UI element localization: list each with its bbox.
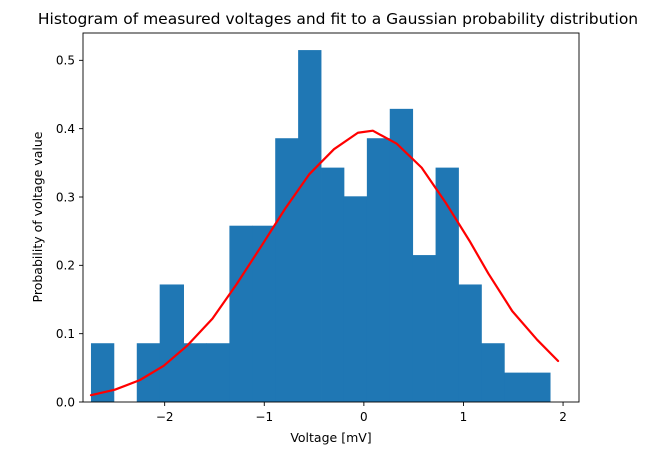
x-axis-label: Voltage [mV] bbox=[290, 430, 371, 445]
plot-frame bbox=[82, 32, 580, 403]
histogram-bar bbox=[252, 225, 276, 402]
histogram-bar bbox=[504, 372, 528, 402]
histogram-bar bbox=[481, 343, 505, 402]
histogram-bar bbox=[527, 372, 551, 402]
y-tick-label: 0.3 bbox=[56, 190, 75, 204]
histogram-bar bbox=[90, 343, 115, 402]
y-axis-label: Probability of voltage value bbox=[30, 131, 45, 302]
histogram-bar bbox=[412, 255, 436, 402]
histogram-bar bbox=[366, 138, 391, 403]
histogram-bar bbox=[458, 284, 482, 402]
histogram-bar bbox=[229, 225, 253, 402]
x-tick-label: −2 bbox=[156, 410, 174, 424]
gaussian-fit-line bbox=[89, 129, 560, 397]
x-axis-ticks: −2 −1 0 1 2 bbox=[156, 402, 567, 424]
y-tick-label: 0.2 bbox=[56, 259, 75, 273]
x-tick-label: 0 bbox=[360, 410, 368, 424]
y-axis-ticks: 0.0 0.1 0.2 0.3 0.4 0.5 bbox=[56, 54, 83, 409]
histogram-bar bbox=[298, 50, 322, 402]
histogram-bar bbox=[206, 343, 230, 402]
gaussian-fit-line-group bbox=[89, 129, 560, 397]
histogram-bar bbox=[275, 138, 299, 403]
x-tick-label: 1 bbox=[460, 410, 468, 424]
x-tick-label: 2 bbox=[559, 410, 567, 424]
histogram-bar bbox=[435, 167, 459, 402]
histogram-bar bbox=[389, 108, 414, 402]
y-tick-label: 0.0 bbox=[56, 395, 75, 409]
histogram-bar bbox=[321, 167, 345, 402]
histogram-bars bbox=[90, 50, 551, 403]
chart-title: Histogram of measured voltages and fit t… bbox=[38, 10, 638, 28]
histogram-bar bbox=[183, 343, 207, 402]
x-tick-label: −1 bbox=[255, 410, 273, 424]
y-tick-label: 0.4 bbox=[56, 122, 75, 136]
histogram-bar bbox=[159, 284, 184, 402]
histogram-bar bbox=[136, 343, 161, 402]
histogram-bar bbox=[343, 196, 368, 402]
y-tick-label: 0.5 bbox=[56, 54, 75, 68]
y-tick-label: 0.1 bbox=[56, 327, 75, 341]
